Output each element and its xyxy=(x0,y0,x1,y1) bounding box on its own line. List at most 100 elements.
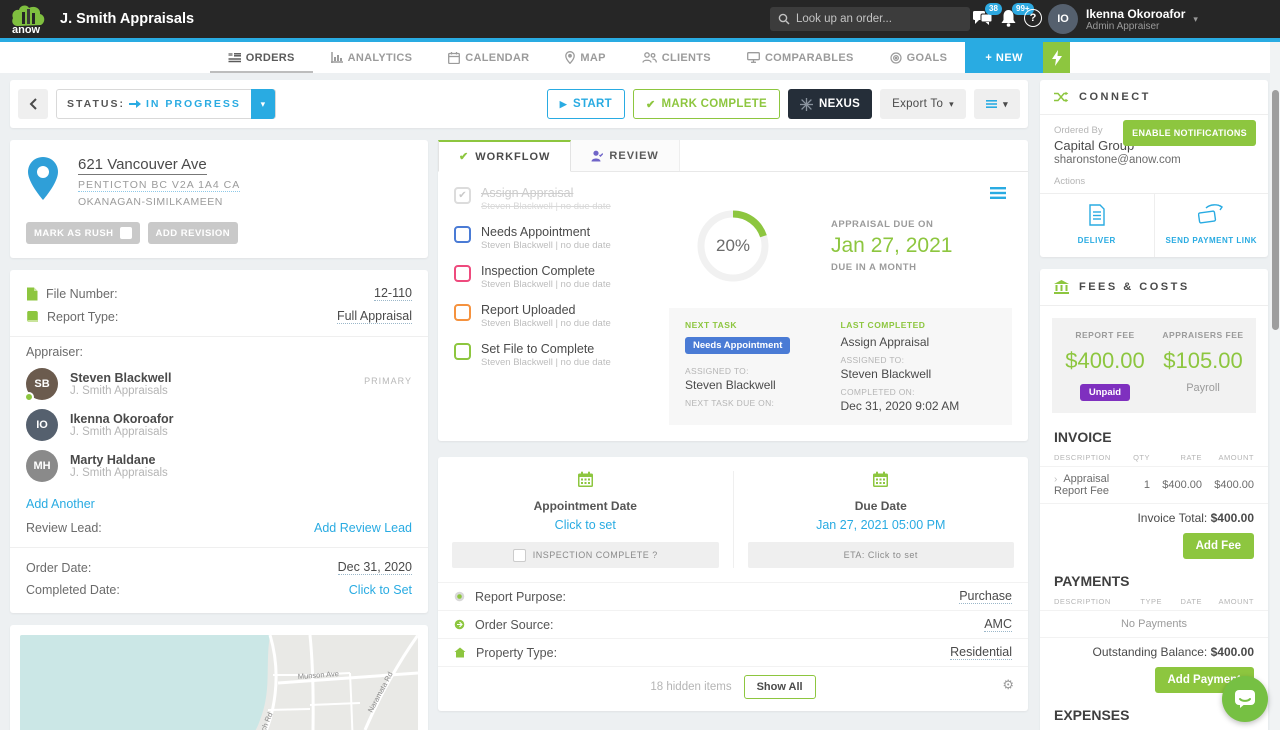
tab-workflow[interactable]: ✔ WORKFLOW xyxy=(438,140,571,172)
order-date-value[interactable]: Dec 31, 2020 xyxy=(338,560,412,575)
goals-target-icon xyxy=(890,52,902,64)
calendar-icon xyxy=(448,52,460,64)
completed-date-label: Completed Date: xyxy=(26,583,120,597)
anow-logo[interactable]: anow xyxy=(10,4,48,34)
support-chat-button[interactable] xyxy=(1222,676,1268,722)
order-search[interactable] xyxy=(770,7,970,31)
appraisers-fee-label: APPRAISERS FEE xyxy=(1154,330,1252,340)
unpaid-badge[interactable]: Unpaid xyxy=(1080,384,1130,401)
help-icon[interactable]: ? xyxy=(1024,9,1042,27)
completed-date-value[interactable]: Click to Set xyxy=(349,583,412,597)
nav-comparables[interactable]: COMPARABLES xyxy=(729,42,872,73)
appraiser-name: Steven Blackwell xyxy=(70,371,171,385)
deliver-button[interactable]: DELIVER xyxy=(1040,194,1154,257)
ordered-by-email[interactable]: sharonstone@anow.com xyxy=(1054,154,1254,166)
show-all-button[interactable]: Show All xyxy=(744,675,816,699)
nav-calendar[interactable]: CALENDAR xyxy=(430,42,547,73)
hamburger-icon xyxy=(990,187,1006,199)
map[interactable]: Munson Ave Naramata Rd Upper Bench Rd N … xyxy=(20,635,418,730)
nav-goals-label: GOALS xyxy=(907,52,948,64)
next-task-badge[interactable]: Needs Appointment xyxy=(685,337,790,354)
nav-clients[interactable]: CLIENTS xyxy=(624,42,729,73)
start-button[interactable]: ▶ START xyxy=(547,89,625,119)
property-region: OKANAGAN-SIMILKAMEEN xyxy=(78,196,240,208)
send-payment-link-button[interactable]: SEND PAYMENT LINK xyxy=(1154,194,1269,257)
task-title[interactable]: Report Uploaded xyxy=(481,303,611,317)
appointment-date-value[interactable]: Click to set xyxy=(452,518,719,532)
task-checkbox[interactable] xyxy=(454,265,471,282)
search-icon xyxy=(778,13,790,25)
due-date-value[interactable]: Jan 27, 2021 05:00 PM xyxy=(748,518,1015,532)
nav-analytics[interactable]: ANALYTICS xyxy=(313,42,431,73)
status-dropdown[interactable]: STATUS: IN PROGRESS ▾ xyxy=(56,89,276,119)
task-title[interactable]: Inspection Complete xyxy=(481,264,611,278)
purpose-target-icon xyxy=(454,591,465,602)
task-checkbox[interactable] xyxy=(454,304,471,321)
task-checkbox-checked[interactable]: ✔ xyxy=(454,187,471,204)
eta-bar[interactable]: ETA: Click to set xyxy=(748,542,1015,568)
add-fee-button[interactable]: Add Fee xyxy=(1183,533,1254,559)
property-type-value[interactable]: Residential xyxy=(950,645,1012,660)
next-task-label: NEXT TASK xyxy=(685,320,841,330)
report-type-value[interactable]: Full Appraisal xyxy=(337,309,412,324)
invoice-row[interactable]: ›Appraisal Report Fee 1 $400.00 $400.00 xyxy=(1040,467,1268,504)
appraiser-row[interactable]: MH Marty Haldane J. Smith Appraisals xyxy=(26,450,412,482)
orders-list-icon xyxy=(228,52,241,63)
task-title[interactable]: Needs Appointment xyxy=(481,225,611,239)
add-review-lead-link[interactable]: Add Review Lead xyxy=(314,521,412,535)
rush-checkbox[interactable] xyxy=(120,227,132,239)
gear-icon[interactable]: ⚙ xyxy=(1002,677,1014,693)
hamburger-icon xyxy=(986,99,997,109)
new-order-button[interactable]: + NEW xyxy=(965,42,1043,73)
user-menu[interactable]: IO Ikenna Okoroafor Admin Appraiser ▾ xyxy=(1048,4,1198,34)
appraiser-company: J. Smith Appraisals xyxy=(70,385,171,397)
report-fee-label: REPORT FEE xyxy=(1056,330,1154,340)
property-city-line[interactable]: PENTICTON BC V2A 1A4 CA xyxy=(78,179,240,192)
nexus-button[interactable]: NEXUS xyxy=(788,89,872,119)
appraisers-fee-amount[interactable]: $105.00 xyxy=(1154,348,1252,374)
messages-icon[interactable]: 38 xyxy=(973,9,995,29)
task-row: ✔ Assign Appraisal Steven Blackwell | no… xyxy=(454,186,669,212)
add-another-link[interactable]: Add Another xyxy=(26,497,95,511)
expand-chevron-icon[interactable]: › xyxy=(1054,474,1057,485)
task-title[interactable]: Assign Appraisal xyxy=(481,186,611,200)
report-fee-amount[interactable]: $400.00 xyxy=(1056,348,1154,374)
notifications-icon[interactable]: 99+ xyxy=(1000,9,1022,29)
play-icon: ▶ xyxy=(560,99,567,110)
add-revision-button[interactable]: ADD REVISION xyxy=(148,222,239,244)
last-completed-assignee: Steven Blackwell xyxy=(841,367,997,381)
task-checkbox[interactable] xyxy=(454,343,471,360)
scrollbar-thumb[interactable] xyxy=(1272,90,1279,330)
scrollbar-track[interactable] xyxy=(1270,42,1280,730)
property-address[interactable]: 621 Vancouver Ave xyxy=(78,156,207,175)
report-purpose-value[interactable]: Purchase xyxy=(959,589,1012,604)
report-purpose-label: Report Purpose: xyxy=(454,590,566,604)
order-source-value[interactable]: AMC xyxy=(984,617,1012,632)
task-title[interactable]: Set File to Complete xyxy=(481,342,611,356)
field-row: Order Source: AMC xyxy=(438,610,1028,638)
appraiser-row[interactable]: SB Steven Blackwell J. Smith Appraisals … xyxy=(26,368,412,400)
workflow-menu-button[interactable] xyxy=(990,186,1006,204)
nav-orders[interactable]: ORDERS xyxy=(210,42,313,73)
quick-actions-button[interactable] xyxy=(1043,42,1070,73)
analytics-chart-icon xyxy=(331,52,343,63)
tab-review[interactable]: REVIEW xyxy=(571,140,679,171)
user-name: Ikenna Okoroafor xyxy=(1086,7,1185,21)
more-actions-button[interactable]: ▾ xyxy=(974,89,1020,119)
nav-map[interactable]: MAP xyxy=(547,42,623,73)
appraiser-row[interactable]: IO Ikenna Okoroafor J. Smith Appraisals xyxy=(26,409,412,441)
mark-as-rush-button[interactable]: MARK AS RUSH xyxy=(26,222,140,244)
search-input[interactable] xyxy=(796,13,956,25)
map-canvas: Munson Ave Naramata Rd Upper Bench Rd N … xyxy=(20,635,418,730)
task-checkbox[interactable] xyxy=(454,226,471,243)
nav-analytics-label: ANALYTICS xyxy=(348,52,413,64)
fees-costs-card: FEES & COSTS REPORT FEE $400.00 Unpaid A… xyxy=(1040,269,1268,730)
back-button[interactable] xyxy=(18,89,48,119)
file-number-value[interactable]: 12-110 xyxy=(374,286,412,301)
status-caret-button[interactable]: ▾ xyxy=(251,89,275,119)
enable-notifications-button[interactable]: ENABLE NOTIFICATIONS xyxy=(1123,120,1256,146)
mark-complete-button[interactable]: ✔ MARK COMPLETE xyxy=(633,89,780,119)
export-to-button[interactable]: Export To ▾ xyxy=(880,89,966,119)
nav-goals[interactable]: GOALS xyxy=(872,42,966,73)
inspection-complete-checkbox[interactable] xyxy=(513,549,526,562)
